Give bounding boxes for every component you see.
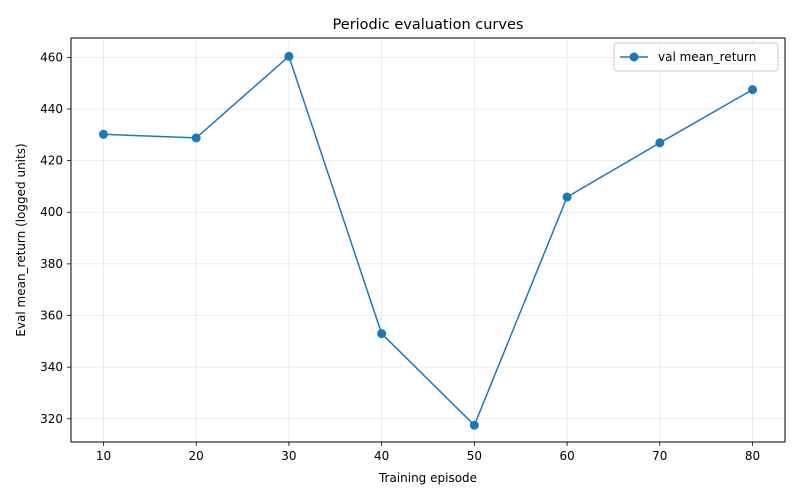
plot-area-frame xyxy=(70,37,786,443)
x-tick-label: 40 xyxy=(374,449,389,463)
data-point xyxy=(191,133,201,143)
data-point xyxy=(284,51,294,61)
y-tick-label: 440 xyxy=(40,102,63,116)
data-point xyxy=(748,85,758,95)
chart-title: Periodic evaluation curves xyxy=(333,17,524,33)
data-point xyxy=(562,192,572,202)
series-layer xyxy=(98,51,758,430)
data-point xyxy=(655,138,665,148)
grid xyxy=(71,38,785,442)
legend-box xyxy=(613,42,779,72)
data-point xyxy=(377,329,387,339)
y-axis-label: Eval mean_return (logged units) xyxy=(14,143,28,336)
x-tick-label: 30 xyxy=(281,449,296,463)
series-line xyxy=(103,55,753,426)
y-tick-label: 400 xyxy=(40,205,63,219)
y-tick-label: 360 xyxy=(40,309,63,323)
legend: val mean_return xyxy=(613,42,779,72)
x-tick-label: 50 xyxy=(467,449,482,463)
y-tick-label: 420 xyxy=(40,154,63,168)
x-tick-label: 80 xyxy=(745,449,760,463)
y-tick-label: 320 xyxy=(40,412,63,426)
x-tick-label: 20 xyxy=(189,449,204,463)
x-axis-label: Training episode xyxy=(378,471,477,485)
legend-marker-swatch xyxy=(629,52,639,62)
legend-entry-label: val mean_return xyxy=(658,50,756,64)
y-tick-label: 460 xyxy=(40,50,63,64)
data-point xyxy=(98,129,108,139)
y-tick-label: 340 xyxy=(40,360,63,374)
y-axis: 320 340 360 380 400 420 440 460 xyxy=(40,50,71,426)
x-tick-label: 70 xyxy=(652,449,667,463)
x-tick-label: 60 xyxy=(559,449,574,463)
x-axis: 10 20 30 40 50 60 70 80 xyxy=(96,442,760,463)
x-tick-label: 10 xyxy=(96,449,111,463)
y-tick-label: 380 xyxy=(40,257,63,271)
data-point xyxy=(469,420,479,430)
